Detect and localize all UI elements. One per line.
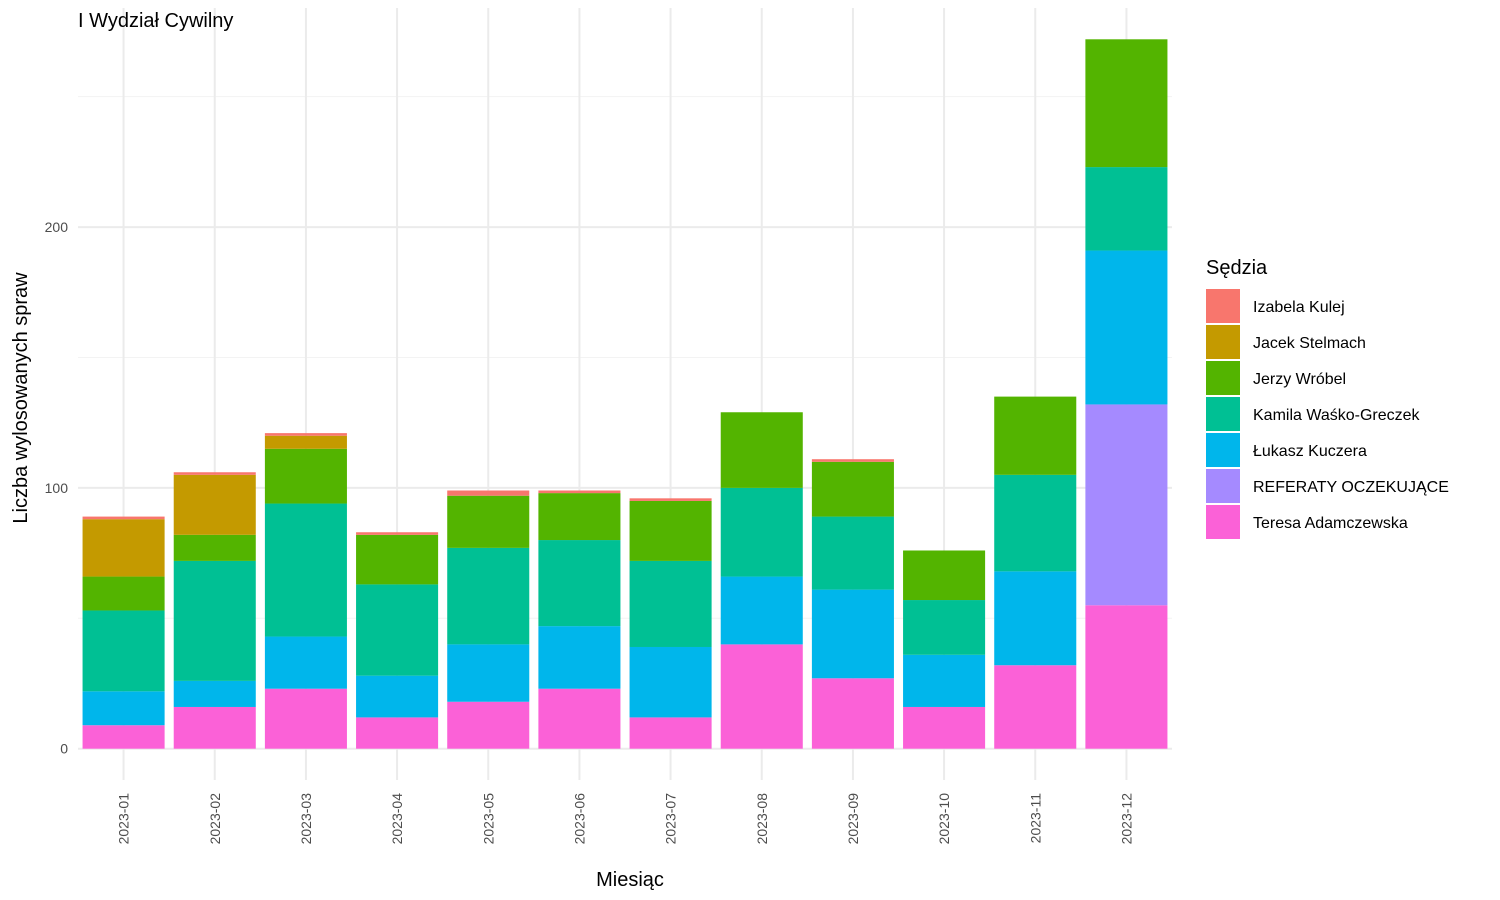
legend-label: Kamila Waśko-Greczek (1253, 407, 1421, 424)
bar-segment (1085, 404, 1168, 606)
x-tick-label: 2023-06 (571, 793, 587, 845)
x-axis-ticks: 2023-01 2023-02 2023-03 2023-04 2023-05 2023-… (116, 793, 1135, 845)
bar-segment (264, 503, 347, 637)
bar-segment (903, 600, 986, 655)
bar-segment (994, 474, 1077, 572)
bar-segment (811, 678, 894, 749)
bar-segment (447, 644, 530, 702)
bar-segment (994, 571, 1077, 666)
bar-segment (447, 547, 530, 645)
bar-segment (1085, 167, 1168, 251)
bar-segment (82, 576, 165, 611)
legend-title: Sędzia (1206, 257, 1268, 279)
bar-segment (538, 626, 621, 689)
x-tick-label: 2023-02 (207, 793, 223, 845)
bar-segment (811, 589, 894, 679)
bar-segment (264, 636, 347, 689)
bar-segment (82, 725, 165, 749)
bar-segment (356, 584, 439, 676)
bar-segment (356, 675, 439, 718)
legend-key (1206, 289, 1240, 323)
x-tick-label: 2023-11 (1027, 793, 1043, 844)
bar-segment (629, 560, 712, 647)
x-tick-label: 2023-09 (845, 793, 861, 845)
legend-label: Jacek Stelmach (1253, 335, 1366, 352)
bar-segment (173, 560, 256, 681)
legend: Sędzia Izabela Kulej Jacek Stelmach Jerzy … (1206, 257, 1449, 539)
bar-segment (903, 706, 986, 749)
x-axis-title: Miesiąc (596, 869, 664, 891)
legend-key (1206, 469, 1240, 503)
bar-segment (1085, 39, 1168, 168)
chart-title: I Wydział Cywilny (78, 10, 233, 32)
bar-segment (720, 487, 803, 577)
legend-label: Łukasz Kuczera (1253, 443, 1367, 460)
bar-segment (1085, 250, 1168, 405)
bar-segment (447, 490, 530, 496)
bars (82, 39, 1168, 749)
bar-segment (356, 532, 439, 535)
bar-segment (264, 688, 347, 749)
bar-segment (264, 448, 347, 504)
bar-segment (538, 493, 621, 541)
x-tick-label: 2023-07 (663, 793, 679, 845)
bar-segment (82, 610, 165, 692)
x-tick-label: 2023-10 (936, 793, 952, 845)
x-tick-label: 2023-05 (480, 793, 496, 845)
x-tick-label: 2023-12 (1118, 793, 1134, 845)
y-tick-label: 100 (45, 480, 69, 496)
bar-segment (720, 644, 803, 749)
bar-segment (82, 691, 165, 726)
legend-label: Jerzy Wróbel (1253, 371, 1346, 388)
legend-label: Izabela Kulej (1253, 299, 1345, 316)
y-tick-label: 200 (45, 219, 69, 235)
bar-segment (811, 459, 894, 462)
legend-key (1206, 505, 1240, 539)
bar-segment (538, 490, 621, 494)
bar-segment (82, 519, 165, 577)
x-tick-label: 2023-04 (389, 793, 405, 845)
bar-segment (538, 540, 621, 627)
bar-segment (994, 396, 1077, 475)
bar-segment (629, 498, 712, 501)
x-tick-label: 2023-01 (116, 793, 132, 845)
bar-segment (811, 516, 894, 590)
bar-segment (629, 646, 712, 718)
bar-segment (82, 516, 165, 520)
bar-segment (903, 654, 986, 707)
x-tick-label: 2023-08 (754, 793, 770, 845)
legend-key (1206, 361, 1240, 395)
bar-segment (447, 701, 530, 749)
bar-segment (903, 550, 986, 601)
bar-segment (538, 688, 621, 749)
bar-segment (173, 534, 256, 561)
bar-segment (811, 461, 894, 517)
bar-segment (173, 474, 256, 535)
bar-segment (173, 706, 256, 749)
bar-segment (720, 576, 803, 645)
bar-segment (629, 717, 712, 749)
legend-key (1206, 325, 1240, 359)
bar-segment (447, 495, 530, 548)
bar-segment (356, 717, 439, 749)
bar-segment (173, 680, 256, 707)
bar-segment (264, 435, 347, 449)
y-axis-ticks: 0 100 200 (45, 219, 69, 757)
y-tick-label: 0 (60, 741, 68, 757)
x-tick-label: 2023-03 (298, 793, 314, 845)
bar-segment (1085, 605, 1168, 749)
legend-label: REFERATY OCZEKUJĄCE (1253, 479, 1449, 496)
bar-segment (264, 433, 347, 436)
bar-segment (356, 534, 439, 585)
legend-key (1206, 433, 1240, 467)
bar-segment (173, 472, 256, 475)
bar-segment (994, 665, 1077, 749)
y-axis-title: Liczba wylosowanych spraw (10, 272, 32, 524)
legend-label: Teresa Adamczewska (1253, 515, 1408, 532)
bar-segment (720, 412, 803, 488)
bar-segment (629, 500, 712, 561)
legend-key (1206, 397, 1240, 431)
